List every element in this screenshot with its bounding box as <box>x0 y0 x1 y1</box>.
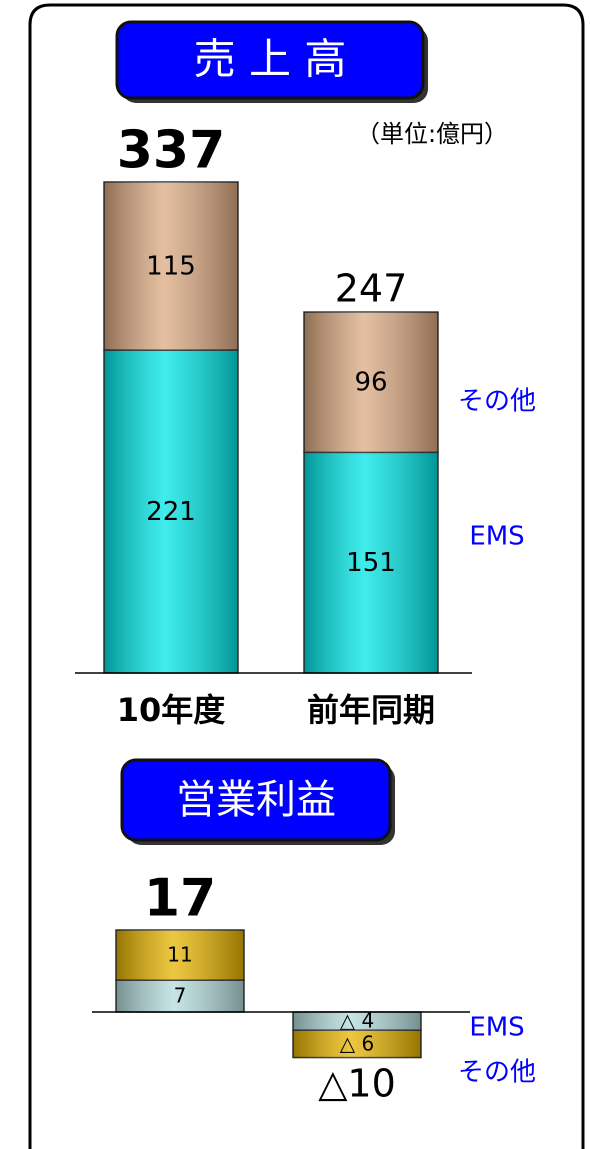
shading <box>104 182 238 351</box>
x-tick-label: 10年度 <box>117 691 226 729</box>
total-label: △10 <box>318 1062 396 1106</box>
legend-label: EMS <box>469 522 524 552</box>
shading <box>304 312 438 453</box>
shading <box>104 350 238 673</box>
shading <box>293 1030 421 1058</box>
chart-title: 売 上 高 <box>194 35 347 84</box>
value-label: 115 <box>146 252 196 282</box>
title-box <box>120 758 392 842</box>
value-label: △ 6 <box>340 1031 374 1055</box>
shading <box>293 1012 421 1031</box>
chart-title: 営業利益 <box>176 777 336 823</box>
title-box <box>115 20 425 100</box>
total-label: 17 <box>144 868 216 928</box>
x-tick-label: 前年同期 <box>307 691 435 729</box>
unit-label: （単位:億円） <box>356 120 508 148</box>
legend-label: EMS <box>469 1013 524 1043</box>
shading <box>116 980 244 1012</box>
legend-label: その他 <box>458 387 536 417</box>
total-label: 337 <box>117 120 226 180</box>
value-label: 221 <box>146 497 196 527</box>
value-label: 96 <box>354 368 387 398</box>
shading <box>304 452 438 673</box>
legend-label: その他 <box>458 1058 536 1088</box>
frame <box>28 3 585 1149</box>
value-label: 7 <box>174 984 187 1008</box>
value-label: 11 <box>167 943 192 967</box>
total-label: 247 <box>335 267 408 311</box>
value-label: 151 <box>346 548 396 578</box>
shading <box>116 930 244 981</box>
